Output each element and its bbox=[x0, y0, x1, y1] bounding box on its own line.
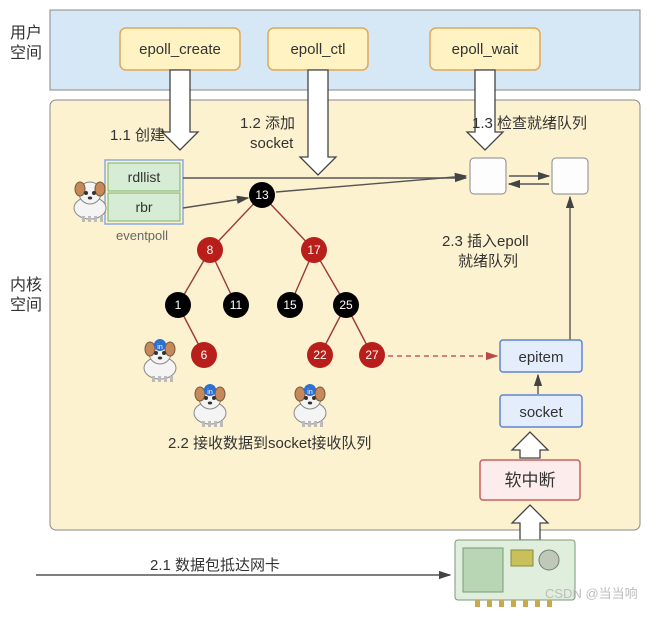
svg-text:in: in bbox=[307, 389, 313, 396]
socket-label: socket bbox=[519, 404, 563, 421]
svg-text:空间: 空间 bbox=[10, 44, 42, 62]
mascot-icon bbox=[74, 182, 106, 222]
svg-text:内核: 内核 bbox=[10, 276, 42, 294]
epitem-label: epitem bbox=[518, 349, 563, 366]
svg-text:11: 11 bbox=[230, 298, 243, 312]
svg-text:空间: 空间 bbox=[10, 296, 42, 314]
svg-text:27: 27 bbox=[365, 348, 379, 362]
rq1 bbox=[470, 158, 506, 194]
softirq-label: 软中断 bbox=[505, 471, 556, 490]
s12b: socket bbox=[250, 135, 294, 152]
s23a: 2.3 插入epoll bbox=[442, 233, 529, 250]
svg-text:in: in bbox=[207, 389, 213, 396]
rq2 bbox=[552, 158, 588, 194]
s22: 2.2 接收数据到socket接收队列 bbox=[168, 435, 371, 452]
s21: 2.1 数据包抵达网卡 bbox=[150, 557, 280, 574]
svg-text:6: 6 bbox=[201, 348, 208, 362]
svg-text:rbr: rbr bbox=[135, 199, 152, 215]
svg-text:17: 17 bbox=[307, 243, 321, 257]
mascot-icon: in bbox=[144, 339, 176, 382]
svg-text:1: 1 bbox=[175, 298, 182, 312]
svg-text:15: 15 bbox=[283, 298, 297, 312]
svg-text:13: 13 bbox=[255, 188, 269, 202]
epoll-wait-label: epoll_wait bbox=[452, 41, 520, 58]
svg-text:22: 22 bbox=[313, 348, 327, 362]
svg-text:in: in bbox=[157, 344, 163, 351]
mascot-icon: in bbox=[194, 384, 226, 427]
svg-text:eventpoll: eventpoll bbox=[116, 228, 168, 243]
svg-text:用户: 用户 bbox=[10, 24, 42, 42]
svg-text:rdllist: rdllist bbox=[128, 169, 161, 185]
watermark: CSDN @当当响 bbox=[545, 586, 638, 601]
s13: 1.3 检查就绪队列 bbox=[472, 115, 587, 132]
s11: 1.1 创建 bbox=[110, 127, 165, 144]
s12: 1.2 添加 bbox=[240, 115, 295, 132]
epoll-ctl-label: epoll_ctl bbox=[290, 41, 345, 58]
epoll-create-label: epoll_create bbox=[139, 41, 221, 58]
svg-text:8: 8 bbox=[207, 243, 214, 257]
mascot-icon: in bbox=[294, 384, 326, 427]
svg-text:25: 25 bbox=[339, 298, 353, 312]
s23b: 就绪队列 bbox=[458, 253, 518, 270]
